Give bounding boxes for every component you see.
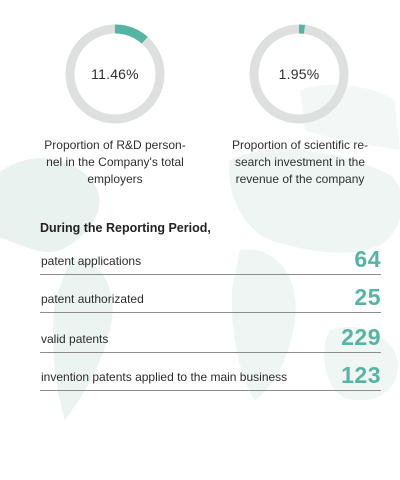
map-landmass-americas [0, 158, 100, 252]
stat-row-valid-patents: valid patents 229 [40, 322, 381, 353]
caption-line: employers [87, 172, 143, 186]
research-investment-caption: Proportion of scientific re- search inve… [210, 137, 390, 188]
caption-line: Proportion of R&D person- [44, 138, 186, 152]
caption-line: search investment in the [234, 155, 366, 169]
stat-value: 64 [354, 246, 381, 272]
stat-row-invention-patents: invention patents applied to the main bu… [40, 360, 381, 391]
research-investment-percent: 1.95% [278, 66, 320, 82]
stat-value: 123 [341, 362, 381, 388]
rd-personnel-donut: 11.46% [63, 22, 167, 126]
donut-value-arc [249, 24, 349, 124]
stat-label: valid patents [41, 332, 109, 346]
map-landmass-eurasia [229, 149, 400, 253]
stat-value: 25 [354, 284, 381, 310]
map-landmass-south [53, 259, 113, 420]
caption-line: Proportion of scientific re- [231, 138, 369, 152]
map-landmass-africa [231, 249, 296, 400]
section-title: During the Reporting Period, [40, 221, 211, 235]
stat-value: 229 [341, 324, 381, 350]
map-landmass-oceania [324, 326, 398, 401]
donut-value-arc [65, 24, 165, 124]
rd-personnel-percent: 11.46% [91, 66, 139, 82]
caption-line: nel in the Company's total [46, 155, 184, 169]
stat-label: invention patents applied to the main bu… [41, 370, 288, 384]
research-investment-donut: 1.95% [247, 22, 351, 126]
stat-row-patent-authorized: patent authorizated 25 [40, 282, 381, 313]
stat-label: patent applications [41, 254, 142, 268]
caption-line: revenue of the company [235, 172, 365, 186]
map-landmass-east [300, 84, 400, 150]
stat-row-patent-applications: patent applications 64 [40, 244, 381, 275]
rd-personnel-caption: Proportion of R&D person- nel in the Com… [25, 137, 205, 188]
stat-label: patent authorizated [41, 292, 144, 306]
